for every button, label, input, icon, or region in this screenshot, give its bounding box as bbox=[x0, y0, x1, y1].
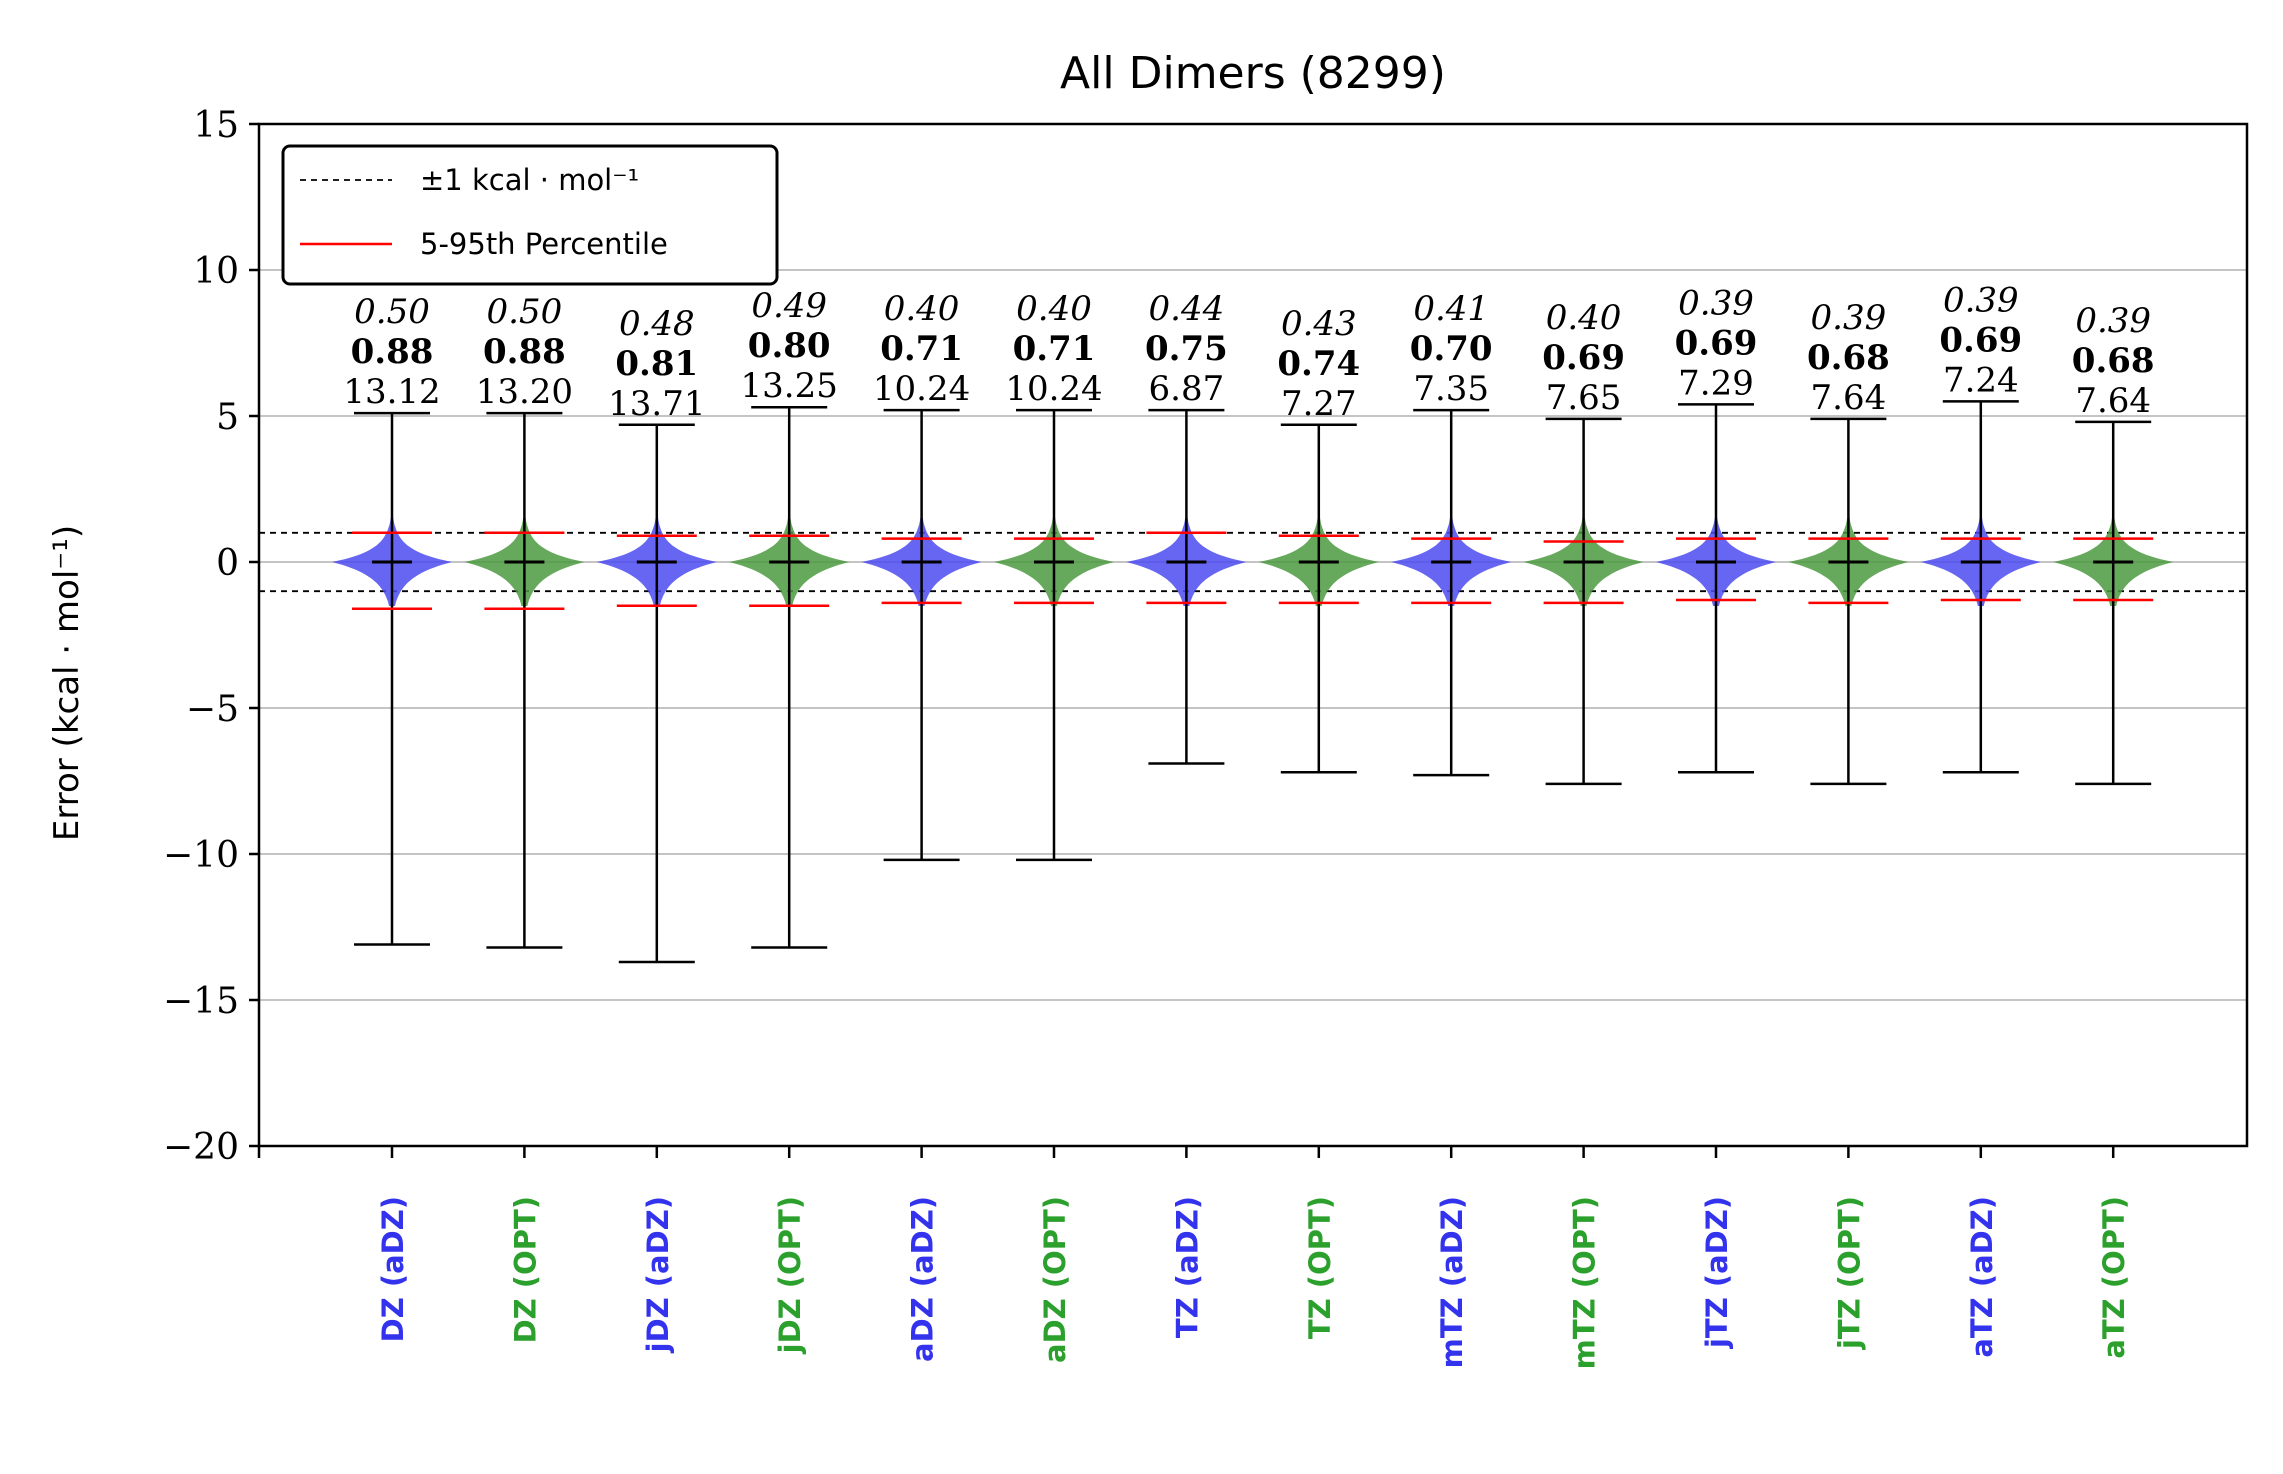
violins bbox=[332, 400, 2174, 964]
stat-label-max-error: 7.27 bbox=[1281, 384, 1357, 424]
stat-label-max-error: 13.12 bbox=[343, 372, 440, 412]
stat-label-mae: 0.88 bbox=[351, 332, 434, 372]
x-tick-label: aTZ (OPT) bbox=[2097, 1196, 2131, 1359]
stat-label-mae: 0.81 bbox=[615, 344, 698, 384]
stat-label-median: 0.44 bbox=[1149, 289, 1225, 329]
stat-label-max-error: 10.24 bbox=[873, 369, 970, 409]
x-tick-label: aDZ (OPT) bbox=[1038, 1196, 1072, 1363]
grid-lines bbox=[259, 269, 2247, 1001]
y-tick-label: 5 bbox=[216, 397, 239, 438]
stat-label-mae: 0.68 bbox=[2072, 341, 2155, 381]
y-axis: 15 10 5 0 −5 −10 −15 −20 bbox=[163, 105, 259, 1168]
x-tick-label: jDZ (OPT) bbox=[773, 1196, 807, 1354]
y-tick-label: −20 bbox=[163, 1127, 239, 1168]
stat-label-mae: 0.69 bbox=[1939, 320, 2022, 360]
y-tick-label: 15 bbox=[193, 105, 239, 146]
stat-label-mae: 0.70 bbox=[1410, 329, 1493, 369]
y-tick-label: −5 bbox=[186, 689, 239, 730]
chart-title: All Dimers (8299) bbox=[1060, 48, 1446, 99]
stat-annotations: 13.120.880.5013.200.880.5013.710.810.481… bbox=[343, 280, 2154, 423]
y-tick-label: −15 bbox=[163, 981, 239, 1022]
stat-label-mae: 0.71 bbox=[1013, 329, 1096, 369]
stat-label-mae: 0.68 bbox=[1807, 338, 1890, 378]
stat-label-median: 0.39 bbox=[2075, 301, 2151, 341]
stat-label-max-error: 13.71 bbox=[608, 384, 705, 424]
x-tick-label: DZ (OPT) bbox=[508, 1196, 542, 1343]
x-tick-label: mTZ (OPT) bbox=[1568, 1196, 1602, 1369]
legend-box bbox=[281, 144, 779, 286]
stat-label-median: 0.50 bbox=[354, 292, 430, 332]
stat-label-max-error: 7.64 bbox=[1811, 378, 1887, 418]
stat-label-mae: 0.80 bbox=[748, 326, 831, 366]
stat-label-median: 0.41 bbox=[1413, 289, 1489, 329]
stat-label-mae: 0.69 bbox=[1542, 338, 1625, 378]
stat-label-median: 0.40 bbox=[1546, 298, 1622, 338]
y-tick-label: 0 bbox=[216, 543, 239, 584]
x-tick-label: jTZ (aDZ) bbox=[1700, 1196, 1734, 1349]
stat-label-median: 0.39 bbox=[1811, 298, 1887, 338]
stat-label-max-error: 7.64 bbox=[2075, 381, 2151, 421]
stat-label-mae: 0.74 bbox=[1277, 344, 1360, 384]
stat-label-max-error: 7.35 bbox=[1413, 369, 1489, 409]
x-tick-label: DZ (aDZ) bbox=[376, 1196, 410, 1342]
stat-label-max-error: 10.24 bbox=[1005, 369, 1102, 409]
stat-label-median: 0.40 bbox=[1016, 289, 1092, 329]
stat-label-mae: 0.75 bbox=[1145, 329, 1228, 369]
stat-label-max-error: 7.24 bbox=[1943, 360, 2019, 400]
legend: ±1 kcal · mol⁻¹ 5-95th Percentile bbox=[281, 144, 779, 286]
stat-label-mae: 0.71 bbox=[880, 329, 963, 369]
x-tick-label: jDZ (aDZ) bbox=[641, 1196, 675, 1353]
x-tick-label: TZ (OPT) bbox=[1303, 1196, 1337, 1339]
stat-label-median: 0.43 bbox=[1281, 304, 1357, 344]
stat-label-mae: 0.69 bbox=[1675, 323, 1758, 363]
y-tick-label: −10 bbox=[163, 835, 239, 876]
x-tick-label: jTZ (OPT) bbox=[1832, 1196, 1866, 1350]
reference-lines bbox=[259, 531, 2247, 593]
x-axis: DZ (aDZ) DZ (OPT) jDZ (aDZ) jDZ (OPT) aDZ (a… bbox=[257, 1146, 2131, 1369]
stat-label-max-error: 13.25 bbox=[741, 366, 838, 406]
x-tick-label: TZ (aDZ) bbox=[1170, 1196, 1204, 1338]
stat-label-median: 0.39 bbox=[1678, 283, 1754, 323]
stat-label-max-error: 13.20 bbox=[476, 372, 573, 412]
legend-label-percentile: 5-95th Percentile bbox=[420, 227, 668, 261]
stat-label-max-error: 7.65 bbox=[1546, 378, 1622, 418]
x-tick-label: aDZ (aDZ) bbox=[906, 1196, 940, 1362]
stat-label-max-error: 7.29 bbox=[1678, 363, 1754, 403]
stat-label-median: 0.50 bbox=[487, 292, 563, 332]
stat-label-mae: 0.88 bbox=[483, 332, 566, 372]
legend-label-reference: ±1 kcal · mol⁻¹ bbox=[420, 163, 639, 197]
stat-label-median: 0.39 bbox=[1943, 280, 2019, 320]
y-axis-label: Error (kcal · mol⁻¹) bbox=[47, 525, 87, 841]
x-tick-label: aTZ (aDZ) bbox=[1965, 1196, 1999, 1358]
y-tick-label: 10 bbox=[193, 251, 239, 292]
x-tick-label: mTZ (aDZ) bbox=[1435, 1196, 1469, 1368]
stat-label-median: 0.40 bbox=[884, 289, 960, 329]
stat-label-median: 0.49 bbox=[751, 286, 827, 326]
stat-label-max-error: 6.87 bbox=[1149, 369, 1225, 409]
plot-frame bbox=[257, 122, 2249, 1148]
stat-label-median: 0.48 bbox=[619, 304, 695, 344]
